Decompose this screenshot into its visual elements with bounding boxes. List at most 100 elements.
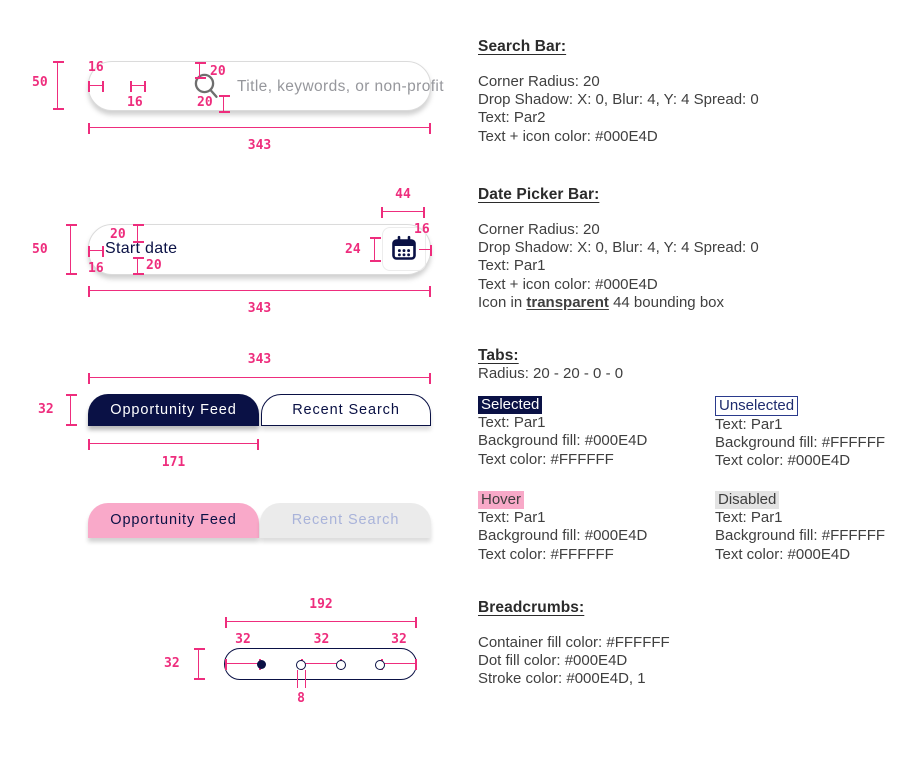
dimension-line — [419, 245, 432, 256]
spec-line: Text color: #FFFFFF — [478, 545, 614, 563]
dimension-line — [88, 373, 431, 384]
dimension-label: 44 — [395, 187, 411, 202]
date-picker-spec: Date Picker Bar: Corner Radius: 20 Drop … — [478, 186, 878, 312]
dimension-label: 32 — [313, 632, 330, 647]
dimension-line — [297, 670, 298, 688]
breadcrumb-dot[interactable] — [296, 660, 306, 670]
tab-recent-search-disabled[interactable]: Recent Search — [260, 503, 431, 538]
dimension-line — [88, 439, 259, 450]
dimension-line — [305, 670, 306, 688]
date-picker-value: Start date — [105, 240, 178, 257]
dimension-line — [88, 81, 104, 92]
spec-line: Dot fill color: #000E4D — [478, 652, 628, 670]
spec-line: Stroke color: #000E4D, 1 — [478, 670, 646, 688]
dimension-label: 16 — [127, 95, 143, 110]
dimension-line — [53, 61, 64, 110]
dimension-label: 171 — [161, 455, 186, 470]
tab-state-unselected-spec: Unselected Text: Par1 Background fill: #… — [715, 396, 897, 471]
search-input[interactable] — [235, 63, 507, 111]
state-name-badge: Disabled — [715, 491, 780, 509]
spec-line: Text color: #000E4D — [715, 452, 851, 470]
spec-line: Radius: 20 - 20 - 0 - 0 — [478, 365, 624, 382]
spec-line: Text: Par1 — [715, 416, 783, 433]
dimension-line — [381, 659, 417, 670]
tab-label: Recent Search — [291, 512, 400, 528]
dimension-line — [219, 95, 230, 113]
dimension-line — [66, 394, 77, 426]
spec-line: Icon in transparent 44 bounding box — [478, 293, 725, 311]
dimension-label: 50 — [32, 75, 48, 90]
dimension-line — [88, 123, 431, 134]
state-name-badge: Hover — [478, 491, 525, 509]
spec-line: Text: Par1 — [478, 414, 546, 432]
spec-line: Background fill: #FFFFFF — [715, 527, 886, 545]
spec-line: Text: Par1 — [715, 509, 783, 527]
spec-line: Container fill color: #FFFFFF — [478, 634, 670, 651]
dimension-label: 16 — [88, 261, 104, 276]
dimension-line — [225, 617, 417, 628]
date-picker-bar[interactable]: Start date — [88, 224, 431, 275]
search-icon — [193, 72, 220, 100]
dimension-label: 8 — [297, 691, 305, 706]
spec-line: Text color: #FFFFFF — [478, 450, 614, 468]
tab-opportunity-feed-hover[interactable]: Opportunity Feed — [88, 503, 259, 538]
dimension-label: 32 — [38, 402, 54, 417]
dimension-line — [130, 81, 146, 92]
breadcrumbs-container — [224, 648, 417, 680]
dimension-line — [88, 286, 431, 297]
breadcrumb-dot-active[interactable] — [257, 660, 266, 669]
spec-line: Background fill: #000E4D — [478, 432, 648, 450]
spec-line: Text + icon color: #000E4D — [478, 275, 658, 293]
spec-title: Breadcrumbs: — [478, 599, 585, 616]
dimension-label: 32 — [235, 632, 251, 647]
dimension-label: 50 — [32, 242, 48, 257]
dimension-line — [370, 237, 381, 262]
dimension-line — [194, 648, 205, 680]
dimension-label: 16 — [88, 60, 104, 75]
spec-title: Tabs: — [478, 347, 519, 364]
spec-line: Text + icon color: #000E4D — [478, 127, 658, 145]
tab-state-selected-spec: Selected Text: Par1 Background fill: #00… — [478, 396, 708, 469]
spec-line: Drop Shadow: X: 0, Blur: 4, Y: 4 Spread:… — [478, 91, 759, 109]
breadcrumbs-spec: Breadcrumbs: Container fill color: #FFFF… — [478, 599, 878, 689]
spec-line: Background fill: #FFFFFF — [715, 434, 886, 452]
dimension-line — [225, 659, 261, 670]
dimension-line — [66, 224, 77, 275]
dimension-label: 20 — [146, 258, 162, 273]
dimension-label: 24 — [345, 242, 361, 257]
tab-recent-search-unselected[interactable]: Recent Search — [261, 394, 431, 426]
spec-line: Text: Par1 — [478, 257, 546, 275]
dimension-label: 20 — [110, 227, 126, 242]
spec-line: Text: Par1 — [478, 509, 546, 527]
spec-title: Date Picker Bar: — [478, 186, 600, 203]
breadcrumb-dot[interactable] — [375, 660, 385, 670]
spec-line: Text: Par2 — [478, 109, 546, 127]
calendar-icon — [390, 235, 418, 263]
spec-line: Text color: #000E4D — [715, 545, 851, 563]
spec-line: Corner Radius: 20 — [478, 73, 600, 90]
tabs-spec: Tabs: Radius: 20 - 20 - 0 - 0 — [478, 347, 878, 383]
dimension-label: 32 — [164, 656, 180, 671]
tab-state-hover-spec: Hover Text: Par1 Background fill: #000E4… — [478, 491, 708, 564]
dimension-line — [133, 257, 144, 275]
state-name-badge: Selected — [478, 396, 543, 414]
tab-label: Recent Search — [292, 402, 400, 418]
dimension-line — [88, 246, 104, 257]
dimension-line — [381, 207, 425, 218]
dimension-label: 32 — [391, 632, 407, 647]
spec-line: Corner Radius: 20 — [478, 221, 600, 238]
dimension-label: 343 — [247, 352, 272, 367]
spec-title: Search Bar: — [478, 38, 567, 55]
dimension-label: 20 — [197, 95, 213, 110]
spec-line: Drop Shadow: X: 0, Blur: 4, Y: 4 Spread:… — [478, 239, 759, 257]
tab-label: Opportunity Feed — [110, 402, 237, 418]
breadcrumb-dot[interactable] — [336, 660, 346, 670]
spec-line: Background fill: #000E4D — [478, 527, 648, 545]
dimension-label: 343 — [247, 138, 272, 153]
dimension-label: 16 — [414, 222, 430, 237]
state-name-badge: Unselected — [715, 396, 799, 416]
tab-opportunity-feed-selected[interactable]: Opportunity Feed — [88, 394, 259, 426]
search-bar-spec: Search Bar: Corner Radius: 20 Drop Shado… — [478, 38, 878, 146]
tab-label: Opportunity Feed — [110, 512, 237, 528]
dimension-label: 20 — [210, 64, 226, 79]
